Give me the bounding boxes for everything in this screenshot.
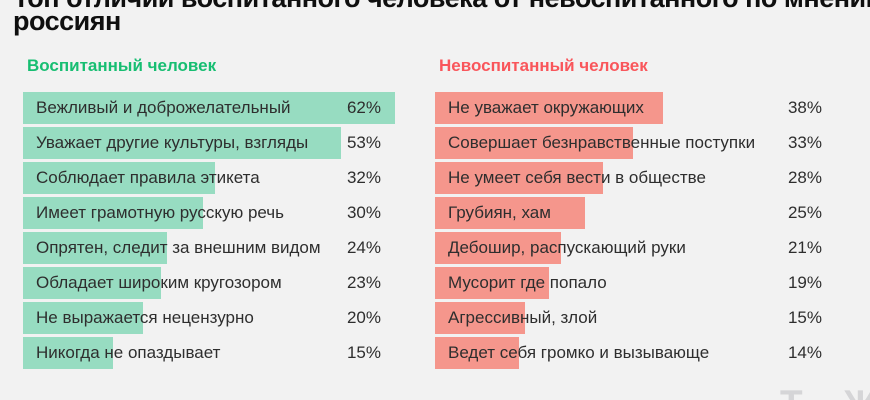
bar-value: 15% — [787, 308, 822, 327]
bar-value: 25% — [787, 203, 822, 222]
bar-row: Вежливый и доброжелательный 62% — [23, 92, 395, 124]
bar-value: 15% — [346, 343, 381, 362]
bar — [23, 267, 161, 299]
group-ill-mannered: Невоспитанный человек Не уважает окружаю… — [435, 56, 822, 372]
bar-row: Соблюдает правила этикета 32% — [23, 162, 381, 194]
group-well-mannered: Воспитанный человек Вежливый и доброжела… — [23, 56, 395, 372]
bar — [435, 127, 633, 159]
bar — [435, 197, 585, 229]
bar-value: 14% — [787, 343, 822, 362]
bar-row: Не умеет себя вести в обществе 28% — [435, 162, 822, 194]
bar-row: Опрятен, следит за внешним видом 24% — [23, 232, 381, 264]
bar-row: Обладает широким кругозором 23% — [23, 267, 381, 299]
bar-label: Соблюдает правила этикета — [36, 168, 260, 187]
bar-label: Не выражается нецензурно — [36, 308, 254, 327]
bar-value: 33% — [787, 133, 822, 152]
bar-row: Никогда не опаздывает 15% — [23, 337, 381, 369]
bar-label: Грубиян, хам — [448, 203, 551, 222]
bar-label: Не умеет себя вести в обществе — [448, 168, 706, 187]
bar — [435, 267, 549, 299]
bar — [23, 232, 167, 264]
bar — [23, 302, 143, 334]
bar-value: 23% — [346, 273, 381, 292]
bar — [435, 92, 663, 124]
bar-label: Агрессивный, злой — [448, 308, 598, 327]
bar-value: 19% — [787, 273, 822, 292]
group-header-ill-mannered: Невоспитанный человек — [439, 56, 648, 75]
bar-row: Ведет себя громко и вызывающе 14% — [435, 337, 822, 369]
bar-row: Совершает безнравственные поступки 33% — [435, 127, 822, 159]
bar-label: Никогда не опаздывает — [36, 343, 221, 362]
bar-label: Мусорит где попало — [448, 273, 607, 292]
bar-rows-well-mannered: Вежливый и доброжелательный 62% Уважает др… — [23, 92, 395, 369]
bar-label: Не уважает окружающих — [448, 98, 644, 117]
bar-value: 28% — [787, 168, 822, 187]
bar-label: Вежливый и доброжелательный — [36, 98, 291, 117]
bar-row: Мусорит где попало 19% — [435, 267, 822, 299]
bar-value: 53% — [346, 133, 381, 152]
bar-value: 32% — [346, 168, 381, 187]
bar — [23, 337, 113, 369]
bar-label: Ведет себя громко и вызывающе — [448, 343, 710, 362]
tj-logo: Т—Ж — [780, 383, 870, 400]
bar-label: Опрятен, следит за внешним видом — [36, 238, 321, 257]
bar-label: Совершает безнравственные поступки — [448, 133, 756, 152]
chart-title-line2: россиян — [13, 6, 121, 36]
bar — [23, 127, 341, 159]
group-header-well-mannered: Воспитанный человек — [27, 56, 217, 75]
bar-row: Дебошир, распускающий руки 21% — [435, 232, 822, 264]
bar-label: Уважает другие культуры, взгляды — [36, 133, 309, 152]
bar — [435, 337, 519, 369]
chart-title: Топ отличий воспитанного человека от нев… — [13, 0, 870, 36]
bar-value: 20% — [346, 308, 381, 327]
bar-row: Не уважает окружающих 38% — [435, 92, 822, 124]
bar — [23, 197, 203, 229]
bar-value: 62% — [346, 98, 381, 117]
chart-title-line1: Топ отличий воспитанного человека от нев… — [13, 0, 870, 13]
bar-value: 30% — [346, 203, 381, 222]
bar-label: Обладает широким кругозором — [36, 273, 282, 292]
bar-value: 21% — [787, 238, 822, 257]
bar-row: Агрессивный, злой 15% — [435, 302, 822, 334]
bar — [23, 92, 395, 124]
bar-row: Имеет грамотную русскую речь 30% — [23, 197, 381, 229]
bar — [435, 302, 525, 334]
bar-row: Уважает другие культуры, взгляды 53% — [23, 127, 381, 159]
bar-value: 38% — [787, 98, 822, 117]
bar-rows-ill-mannered: Не уважает окружающих 38% Совершает безнра… — [435, 92, 822, 369]
bar-value: 24% — [346, 238, 381, 257]
bar — [23, 162, 215, 194]
bar-label: Имеет грамотную русскую речь — [36, 203, 285, 222]
bar-row: Не выражается нецензурно 20% — [23, 302, 381, 334]
bar-row: Грубиян, хам 25% — [435, 197, 822, 229]
bar-label: Дебошир, распускающий руки — [448, 238, 686, 257]
bar — [435, 162, 603, 194]
bar — [435, 232, 561, 264]
